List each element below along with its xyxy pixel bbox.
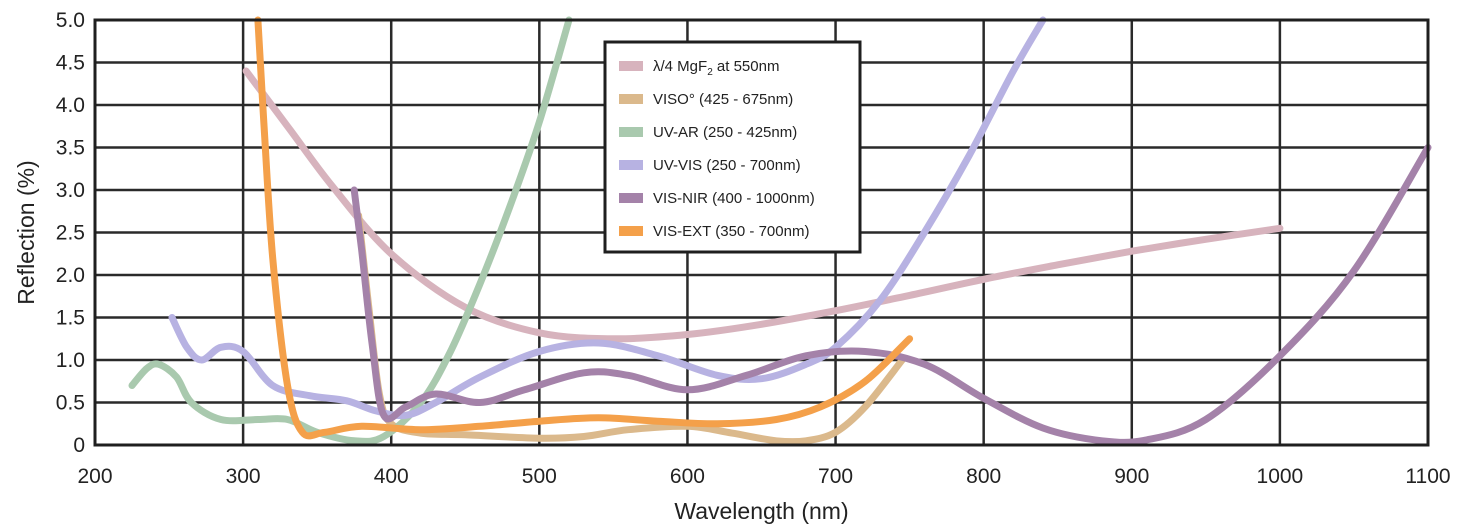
legend-label-subscript: 2 xyxy=(707,67,713,78)
legend-label: λ/4 MgF2 at 550nm xyxy=(653,58,779,78)
x-tick-label: 800 xyxy=(966,465,1001,488)
y-tick-label: 2.0 xyxy=(56,264,85,287)
y-tick-label: 4.5 xyxy=(56,52,85,75)
legend-label: UV-VIS (250 - 700nm) xyxy=(653,157,801,174)
series-uv-vis-line xyxy=(168,16,1047,420)
x-tick-label: 600 xyxy=(670,465,705,488)
y-tick-label: 2.5 xyxy=(56,222,85,245)
legend-label-text: UV-AR (250 - 425nm) xyxy=(653,124,797,141)
legend-label-text: VIS-NIR (400 - 1000nm) xyxy=(653,190,815,207)
legend-box xyxy=(603,40,862,254)
x-axis-title: Wavelength (nm) xyxy=(674,498,848,524)
y-tick-label: 1.0 xyxy=(56,349,85,372)
x-tick-label: 1000 xyxy=(1257,465,1304,488)
x-tick-label: 700 xyxy=(818,465,853,488)
x-tick-label: 500 xyxy=(522,465,557,488)
x-tick-labels: 200 300 400 500 600 700 800 900 1000 1100 xyxy=(77,465,1450,488)
y-tick-label: 0 xyxy=(73,434,85,457)
legend-label-text: VISO° (425 - 675nm) xyxy=(653,91,793,108)
series-lines xyxy=(128,16,1432,446)
series-vis-ext-line xyxy=(254,16,914,440)
x-tick-label: 400 xyxy=(374,465,409,488)
legend-label: VISO° (425 - 675nm) xyxy=(653,91,793,108)
y-tick-label: 4.0 xyxy=(56,94,85,117)
legend-label-text: UV-VIS (250 - 700nm) xyxy=(653,157,801,174)
series-uv-ar-line xyxy=(128,16,573,445)
x-tick-label: 900 xyxy=(1114,465,1149,488)
legend-items: λ/4 MgF2 at 550nm VISO° (425 - 675nm) UV-A… xyxy=(619,58,815,240)
legend-label: UV-AR (250 - 425nm) xyxy=(653,124,797,141)
y-tick-label: 5.0 xyxy=(56,9,85,32)
y-tick-label: 3.5 xyxy=(56,137,85,160)
y-tick-labels: 0 0.5 1.0 1.5 2.0 2.5 3.0 3.5 4.0 4.5 5.0 xyxy=(56,9,85,457)
x-tick-label: 300 xyxy=(226,465,261,488)
legend-label-text: λ/4 MgF xyxy=(653,58,707,75)
y-tick-label: 3.0 xyxy=(56,179,85,202)
legend-label-text: VIS-EXT (350 - 700nm) xyxy=(653,223,809,240)
y-tick-label: 1.5 xyxy=(56,307,85,330)
y-axis-title: Reflection (%) xyxy=(13,160,39,304)
x-tick-label: 1100 xyxy=(1405,465,1450,488)
y-tick-label: 0.5 xyxy=(56,392,85,415)
x-tick-label: 200 xyxy=(77,465,112,488)
legend-label: VIS-NIR (400 - 1000nm) xyxy=(653,190,815,207)
plot-border xyxy=(93,18,1430,447)
legend: λ/4 MgF2 at 550nm VISO° (425 - 675nm) UV-A… xyxy=(603,40,862,254)
legend-label-suffix: at 550nm xyxy=(713,58,780,75)
series-vis-nir-line xyxy=(350,144,1432,446)
legend-label: VIS-EXT (350 - 700nm) xyxy=(653,223,809,240)
